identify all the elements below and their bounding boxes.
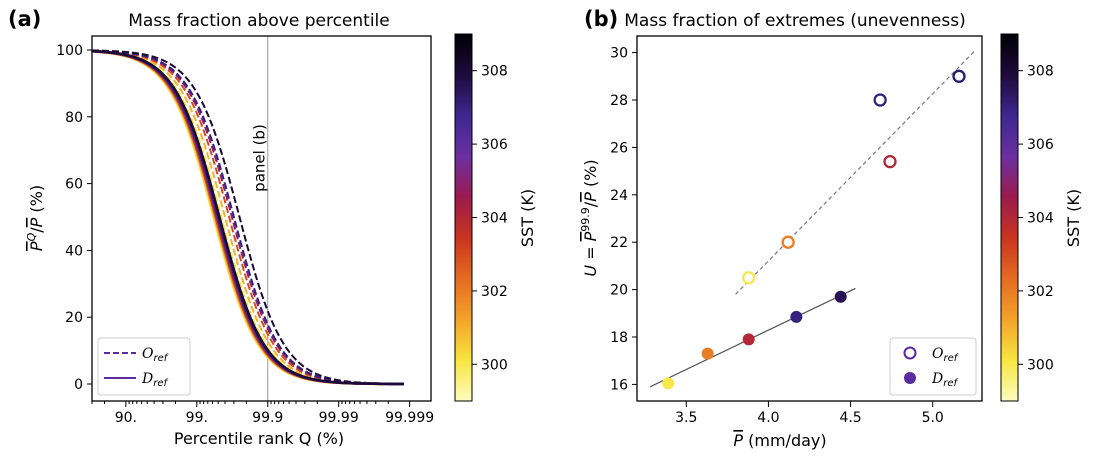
point-o-ref [883, 154, 897, 169]
legend-label-d: Dref [931, 371, 958, 389]
legend-open-circle [903, 346, 917, 360]
colorbar-a-label: SST (K) [518, 189, 537, 247]
y-tick-label: 80 [65, 110, 83, 126]
x-tick-label: 4.5 [839, 410, 861, 426]
point-d-ref [834, 290, 847, 303]
panel-b-ylabel: U = P99.9/P (%) [579, 159, 600, 276]
colorbar-b-gradient [1000, 33, 1019, 402]
y-tick-label: 30 [610, 46, 628, 62]
colorbar-tick-label: 302 [1027, 284, 1054, 300]
colorbar-tick-label: 300 [481, 357, 508, 373]
x-tick-label: 4.0 [757, 410, 779, 426]
y-tick-label: 18 [610, 330, 628, 346]
x-tick-label: 5.0 [922, 410, 944, 426]
legend-frame [97, 337, 191, 396]
x-tick-label: 99. [186, 410, 208, 426]
y-tick-label: 60 [65, 177, 83, 193]
x-tick-label: 99.99 [319, 410, 359, 426]
y-tick-label: 40 [65, 243, 83, 259]
legend-label-o: Oref [932, 346, 959, 364]
curve-o-ref [91, 49, 404, 385]
point-o-ref [873, 93, 887, 107]
panel-b-plot-area: 16 18 20 22 24 26 28 30 3.5 4.0 4.5 5.0 [610, 46, 976, 426]
panel-a-legend: Oref Dref [97, 337, 191, 396]
point-d-ref [790, 310, 803, 323]
y-tick-label: 20 [65, 310, 83, 326]
panel-b-frame [636, 35, 983, 402]
curve-d-ref [91, 50, 404, 386]
y-tick-label: 22 [610, 235, 628, 251]
panel-b-letter: (b) [584, 7, 618, 31]
panel-b-title: Mass fraction of extremes (unevenness) [624, 11, 965, 31]
colorbar-tick-label: 308 [481, 64, 508, 80]
curve-d-ref [91, 49, 404, 386]
x-tick-label: 99.9 [252, 410, 283, 426]
panel-a: (a) Mass fraction above percentile 0 20 40… [8, 7, 434, 448]
colorbar-tick-label: 304 [481, 211, 508, 227]
y-tick-label: 16 [610, 377, 628, 393]
point-d-ref [662, 377, 675, 390]
panel-a-frame [91, 35, 432, 402]
y-tick-label: 26 [610, 140, 628, 156]
point-o-ref [742, 271, 756, 285]
x-tick-label: 90. [115, 410, 137, 426]
curve-d-ref [91, 50, 404, 386]
x-tick-label: 3.5 [675, 410, 697, 426]
colorbar-b-ticks: 300 302 304 306 308 [1018, 64, 1054, 373]
colorbar-b-label: SST (K) [1064, 189, 1083, 247]
curve-o-ref [91, 49, 404, 385]
curve-d-ref [91, 49, 404, 386]
panel-b-xlabel: P (mm/day) [733, 431, 826, 450]
colorbar-tick-label: 304 [1027, 211, 1054, 227]
point-o-ref [952, 69, 966, 83]
point-d-ref [742, 333, 755, 346]
colorbar-tick-label: 308 [1027, 64, 1054, 80]
legend-label-d: Dref [141, 371, 168, 389]
y-tick-label: 0 [74, 377, 83, 393]
panel-b-legend: Oref Dref [889, 337, 977, 396]
panel-a-xlabel: Percentile rank Q (%) [174, 429, 344, 448]
curve-d-ref [91, 50, 404, 386]
colorbar-tick-label: 302 [481, 284, 508, 300]
curve-o-ref [91, 49, 405, 385]
panel-a-plot-area: 0 20 40 60 80 100 90. 99. 99.9 99.99 99.999 panel (… [56, 36, 434, 426]
y-tick-label: 20 [610, 283, 628, 299]
colorbar-tick-label: 300 [1027, 357, 1054, 373]
colorbar-tick-label: 306 [481, 137, 508, 153]
panel-b: (b) Mass fraction of extremes (unevennes… [579, 7, 983, 450]
legend-label-o: Oref [142, 346, 169, 364]
point-o-ref [781, 235, 795, 249]
colorbar-a-ticks: 300 302 304 306 308 [472, 64, 508, 373]
panel-a-title: Mass fraction above percentile [128, 11, 389, 31]
curve-o-ref [91, 50, 404, 385]
legend-filled-circle [904, 372, 916, 384]
curve-d-ref [91, 49, 404, 386]
colorbar-a-gradient [454, 33, 473, 402]
panel-a-ylabel: PQ/P (%) [25, 185, 46, 251]
y-tick-label: 100 [56, 43, 83, 59]
curve-o-ref [92, 49, 404, 385]
panel-a-letter: (a) [8, 7, 41, 31]
y-tick-label: 28 [610, 93, 628, 109]
x-tick-label: 99.999 [385, 410, 434, 426]
colorbar-tick-label: 306 [1027, 137, 1054, 153]
colorbar-a: 300 302 304 306 308 SST (K) [454, 33, 537, 402]
fit-line-o [735, 49, 976, 295]
colorbar-b: 300 302 304 306 308 SST (K) [1000, 33, 1083, 402]
reference-line-label: panel (b) [251, 124, 269, 192]
point-d-ref [701, 347, 714, 360]
y-tick-label: 24 [610, 188, 628, 204]
curve-o-ref [91, 49, 404, 385]
